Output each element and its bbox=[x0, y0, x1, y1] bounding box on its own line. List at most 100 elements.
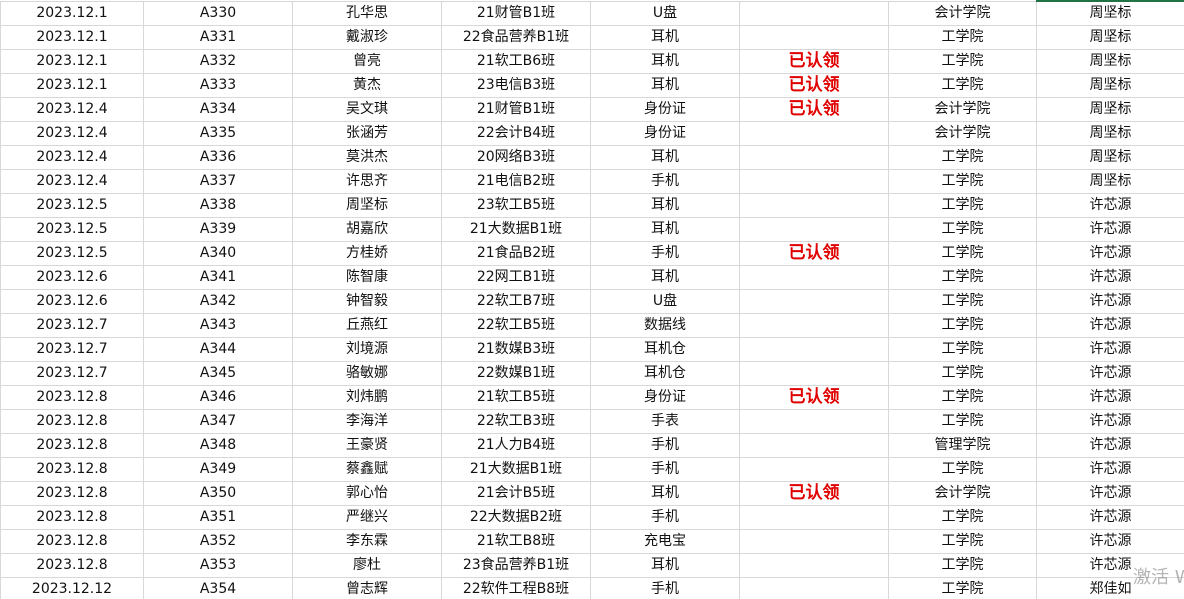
id-cell[interactable]: A343 bbox=[143, 313, 293, 338]
college-cell[interactable]: 工学院 bbox=[888, 409, 1037, 434]
college-cell[interactable]: 工学院 bbox=[888, 361, 1037, 386]
item-cell[interactable]: 耳机仓 bbox=[590, 337, 740, 362]
college-cell[interactable]: 工学院 bbox=[888, 337, 1037, 362]
class-cell[interactable]: 22数媒B1班 bbox=[441, 361, 591, 386]
item-cell[interactable]: U盘 bbox=[590, 289, 740, 314]
id-cell[interactable]: A339 bbox=[143, 217, 293, 242]
status-cell[interactable] bbox=[739, 289, 889, 314]
college-cell[interactable]: 工学院 bbox=[888, 241, 1037, 266]
class-cell[interactable]: 21软工B8班 bbox=[441, 529, 591, 554]
id-cell[interactable]: A333 bbox=[143, 73, 293, 98]
handler-cell[interactable]: 郑佳如 bbox=[1036, 577, 1184, 599]
handler-cell[interactable]: 许芯源 bbox=[1036, 433, 1184, 458]
college-cell[interactable]: 工学院 bbox=[888, 49, 1037, 74]
class-cell[interactable]: 22食品营养B1班 bbox=[441, 25, 591, 50]
date-cell[interactable]: 2023.12.4 bbox=[0, 97, 144, 122]
status-cell[interactable]: 已认领 bbox=[739, 481, 889, 506]
date-cell[interactable]: 2023.12.1 bbox=[0, 73, 144, 98]
name-cell[interactable]: 许思齐 bbox=[292, 169, 442, 194]
class-cell[interactable]: 21人力B4班 bbox=[441, 433, 591, 458]
college-cell[interactable]: 工学院 bbox=[888, 529, 1037, 554]
name-cell[interactable]: 曾亮 bbox=[292, 49, 442, 74]
item-cell[interactable]: 手机 bbox=[590, 457, 740, 482]
college-cell[interactable]: 会计学院 bbox=[888, 121, 1037, 146]
status-cell[interactable]: 已认领 bbox=[739, 73, 889, 98]
status-cell[interactable] bbox=[739, 409, 889, 434]
college-cell[interactable]: 工学院 bbox=[888, 457, 1037, 482]
status-cell[interactable]: 已认领 bbox=[739, 385, 889, 410]
handler-cell[interactable]: 周坚标 bbox=[1036, 25, 1184, 50]
status-cell[interactable] bbox=[739, 505, 889, 530]
id-cell[interactable]: A347 bbox=[143, 409, 293, 434]
item-cell[interactable]: 手机 bbox=[590, 169, 740, 194]
handler-cell[interactable]: 许芯源 bbox=[1036, 385, 1184, 410]
class-cell[interactable]: 22软件工程B8班 bbox=[441, 577, 591, 599]
date-cell[interactable]: 2023.12.8 bbox=[0, 505, 144, 530]
item-cell[interactable]: 耳机 bbox=[590, 25, 740, 50]
class-cell[interactable]: 23电信B3班 bbox=[441, 73, 591, 98]
date-cell[interactable]: 2023.12.5 bbox=[0, 241, 144, 266]
class-cell[interactable]: 21食品B2班 bbox=[441, 241, 591, 266]
id-cell[interactable]: A351 bbox=[143, 505, 293, 530]
name-cell[interactable]: 李东霖 bbox=[292, 529, 442, 554]
date-cell[interactable]: 2023.12.7 bbox=[0, 337, 144, 362]
item-cell[interactable]: 耳机 bbox=[590, 49, 740, 74]
id-cell[interactable]: A349 bbox=[143, 457, 293, 482]
class-cell[interactable]: 21大数据B1班 bbox=[441, 457, 591, 482]
id-cell[interactable]: A348 bbox=[143, 433, 293, 458]
item-cell[interactable]: 手表 bbox=[590, 409, 740, 434]
college-cell[interactable]: 工学院 bbox=[888, 217, 1037, 242]
id-cell[interactable]: A354 bbox=[143, 577, 293, 599]
id-cell[interactable]: A344 bbox=[143, 337, 293, 362]
id-cell[interactable]: A334 bbox=[143, 97, 293, 122]
name-cell[interactable]: 钟智毅 bbox=[292, 289, 442, 314]
status-cell[interactable] bbox=[739, 577, 889, 599]
college-cell[interactable]: 工学院 bbox=[888, 385, 1037, 410]
date-cell[interactable]: 2023.12.5 bbox=[0, 193, 144, 218]
name-cell[interactable]: 曾志辉 bbox=[292, 577, 442, 599]
status-cell[interactable] bbox=[739, 265, 889, 290]
status-cell[interactable]: 已认领 bbox=[739, 49, 889, 74]
id-cell[interactable]: A331 bbox=[143, 25, 293, 50]
date-cell[interactable]: 2023.12.7 bbox=[0, 361, 144, 386]
class-cell[interactable]: 21大数据B1班 bbox=[441, 217, 591, 242]
college-cell[interactable]: 会计学院 bbox=[888, 481, 1037, 506]
class-cell[interactable]: 22软工B3班 bbox=[441, 409, 591, 434]
college-cell[interactable]: 工学院 bbox=[888, 577, 1037, 599]
handler-cell[interactable]: 周坚标 bbox=[1036, 121, 1184, 146]
id-cell[interactable]: A341 bbox=[143, 265, 293, 290]
class-cell[interactable]: 22大数据B2班 bbox=[441, 505, 591, 530]
handler-cell[interactable]: 许芯源 bbox=[1036, 553, 1184, 578]
item-cell[interactable]: 耳机仓 bbox=[590, 361, 740, 386]
college-cell[interactable]: 工学院 bbox=[888, 73, 1037, 98]
name-cell[interactable]: 刘炜鹏 bbox=[292, 385, 442, 410]
handler-cell[interactable]: 许芯源 bbox=[1036, 241, 1184, 266]
date-cell[interactable]: 2023.12.6 bbox=[0, 265, 144, 290]
status-cell[interactable] bbox=[739, 121, 889, 146]
handler-cell[interactable]: 许芯源 bbox=[1036, 361, 1184, 386]
college-cell[interactable]: 管理学院 bbox=[888, 433, 1037, 458]
date-cell[interactable]: 2023.12.8 bbox=[0, 457, 144, 482]
status-cell[interactable] bbox=[739, 529, 889, 554]
date-cell[interactable]: 2023.12.8 bbox=[0, 433, 144, 458]
handler-cell[interactable]: 周坚标 bbox=[1036, 169, 1184, 194]
class-cell[interactable]: 22软工B7班 bbox=[441, 289, 591, 314]
handler-cell[interactable]: 许芯源 bbox=[1036, 505, 1184, 530]
item-cell[interactable]: 充电宝 bbox=[590, 529, 740, 554]
item-cell[interactable]: 耳机 bbox=[590, 265, 740, 290]
name-cell[interactable]: 张涵芳 bbox=[292, 121, 442, 146]
college-cell[interactable]: 会计学院 bbox=[888, 1, 1037, 26]
id-cell[interactable]: A337 bbox=[143, 169, 293, 194]
handler-cell[interactable]: 许芯源 bbox=[1036, 265, 1184, 290]
name-cell[interactable]: 胡嘉欣 bbox=[292, 217, 442, 242]
name-cell[interactable]: 刘境源 bbox=[292, 337, 442, 362]
id-cell[interactable]: A332 bbox=[143, 49, 293, 74]
status-cell[interactable]: 已认领 bbox=[739, 241, 889, 266]
item-cell[interactable]: U盘 bbox=[590, 1, 740, 26]
id-cell[interactable]: A352 bbox=[143, 529, 293, 554]
class-cell[interactable]: 21数媒B3班 bbox=[441, 337, 591, 362]
id-cell[interactable]: A340 bbox=[143, 241, 293, 266]
id-cell[interactable]: A350 bbox=[143, 481, 293, 506]
class-cell[interactable]: 22网工B1班 bbox=[441, 265, 591, 290]
id-cell[interactable]: A336 bbox=[143, 145, 293, 170]
